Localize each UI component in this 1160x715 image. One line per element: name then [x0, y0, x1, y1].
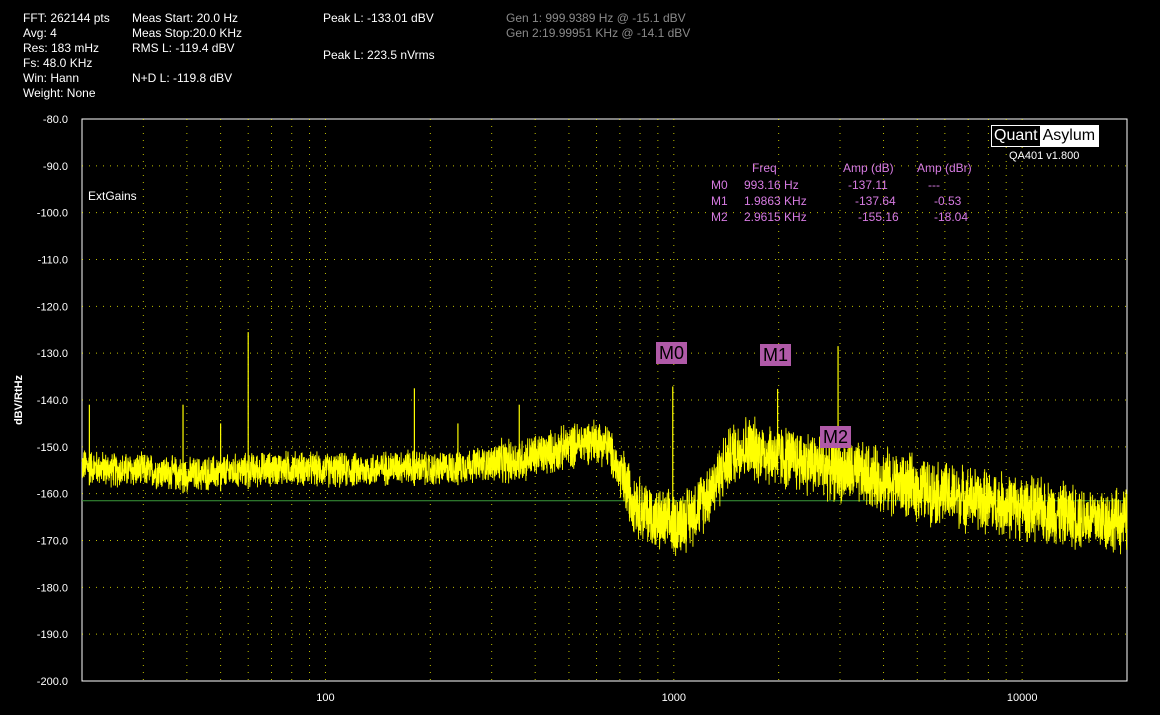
marker-row-freq: 1.9863 KHz: [744, 194, 807, 208]
quantasylum-logo: Quant Asylum: [991, 125, 1100, 147]
y-tick-label: -170.0: [37, 536, 68, 548]
resolution: Res: 183 mHz: [23, 41, 100, 55]
ext-gains-label: ExtGains: [88, 189, 137, 203]
logo-part-quant: Quant: [992, 126, 1040, 146]
measurement-stats: Meas Start: 20.0 Hz Meas Stop:20.0 KHz R…: [132, 11, 242, 86]
marker-row-name: M2: [711, 210, 728, 224]
marker-row-amp-dbr: -0.53: [934, 194, 962, 208]
marker-m2-label[interactable]: M2: [820, 426, 852, 448]
spectrum-trace: [81, 416, 1128, 556]
y-tick-label: -80.0: [43, 114, 68, 126]
marker-table: Freq Amp (dB) Amp (dBr) M0 993.16 Hz -13…: [708, 160, 998, 230]
marker-row-freq: 993.16 Hz: [744, 178, 799, 192]
fft-points: FFT: 262144 pts: [23, 11, 110, 25]
y-tick-label: -130.0: [37, 348, 68, 360]
y-tick-label: -200.0: [37, 676, 68, 688]
x-tick-label: 1000: [662, 692, 686, 704]
marker-m0-label[interactable]: M0: [656, 342, 688, 364]
peak-nvrms: Peak L: 223.5 nVrms: [323, 48, 435, 62]
peak-dbv: Peak L: -133.01 dBV: [323, 11, 434, 25]
marker-row-amp-db: -155.16: [858, 210, 899, 224]
window-type: Win: Hann: [23, 71, 80, 85]
marker-row-amp-dbr: -18.04: [934, 210, 969, 224]
y-tick-label: -140.0: [37, 395, 68, 407]
marker-row-amp-dbr: ---: [928, 178, 940, 192]
generator-2: Gen 2:19.99951 KHz @ -14.1 dBV: [506, 26, 691, 40]
y-tick-label: -100.0: [37, 208, 68, 220]
meas-stop: Meas Stop:20.0 KHz: [132, 26, 243, 40]
generator-1: Gen 1: 999.9389 Hz @ -15.1 dBV: [506, 11, 686, 25]
x-tick-label: 10000: [1007, 692, 1038, 704]
fft-settings: FFT: 262144 pts Avg: 4 Res: 183 mHz Fs: …: [23, 11, 110, 101]
marker-row-name: M1: [711, 194, 728, 208]
marker-row-freq: 2.9615 KHz: [744, 210, 807, 224]
rms-level: RMS L: -119.4 dBV: [132, 41, 235, 55]
marker-m1-label[interactable]: M1: [760, 344, 792, 366]
y-tick-label: -190.0: [37, 629, 68, 641]
version-label: QA401 v1.800: [1009, 150, 1080, 162]
x-tick-label: 100: [316, 692, 334, 704]
meas-start: Meas Start: 20.0 Hz: [132, 11, 239, 25]
averages: Avg: 4: [23, 26, 57, 40]
sample-rate: Fs: 48.0 KHz: [23, 56, 93, 70]
y-tick-label: -180.0: [37, 582, 68, 594]
noise-distortion: N+D L: -119.8 dBV: [132, 71, 233, 85]
y-tick-label: -150.0: [37, 442, 68, 454]
marker-row-name: M0: [711, 178, 728, 192]
generator-settings: Gen 1: 999.9389 Hz @ -15.1 dBV Gen 2:19.…: [506, 11, 690, 41]
y-tick-label: -160.0: [37, 489, 68, 501]
weighting: Weight: None: [23, 86, 96, 100]
marker-table-header-amp-db: Amp (dB): [843, 161, 894, 175]
peak-stats: Peak L: -133.01 dBV Peak L: 223.5 nVrms: [323, 11, 435, 63]
marker-row-amp-db: -137.11: [848, 178, 888, 192]
marker-row-amp-db: -137.64: [855, 194, 896, 208]
y-axis-label: dBV/RtHz: [13, 374, 25, 425]
marker-table-header-amp-dbr: Amp (dBr): [917, 161, 972, 175]
marker-table-header-freq: Freq: [752, 161, 777, 175]
y-tick-label: -120.0: [37, 301, 68, 313]
y-tick-label: -110.0: [38, 255, 68, 267]
y-tick-label: -90.0: [43, 161, 68, 173]
logo-part-asylum: Asylum: [1039, 126, 1099, 146]
